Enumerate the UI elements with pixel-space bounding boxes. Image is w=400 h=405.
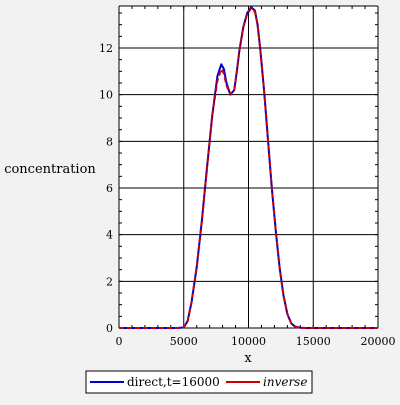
y-tick-label: 12 [99, 42, 113, 55]
y-tick-label: 10 [99, 89, 113, 102]
x-axis-label: x [244, 351, 252, 366]
y-tick-label: 0 [106, 322, 113, 335]
x-tick-label: 5000 [170, 335, 198, 348]
series-lines [119, 6, 378, 329]
x-tick-label: 10000 [231, 335, 266, 348]
y-tick-label: 8 [106, 135, 113, 148]
legend: direct,t=16000 inverse [85, 370, 313, 394]
y-tick-label: 2 [106, 275, 113, 288]
x-tick-label: 20000 [361, 335, 396, 348]
series-line-inverse [119, 7, 378, 329]
grid-lines [118, 5, 379, 329]
x-tick-label: 15000 [296, 335, 331, 348]
y-tick-label: 4 [106, 229, 113, 242]
legend-label-inverse: inverse [263, 375, 307, 389]
tick-labels: 0 5000 10000 15000 20000 0 2 4 6 8 10 12 [99, 42, 396, 348]
y-tick-label: 6 [106, 182, 113, 195]
legend-box [85, 370, 313, 394]
legend-label-direct: direct,t=16000 [127, 375, 220, 389]
x-tick-label: 0 [116, 335, 123, 348]
y-axis-label: concentration [4, 162, 96, 177]
